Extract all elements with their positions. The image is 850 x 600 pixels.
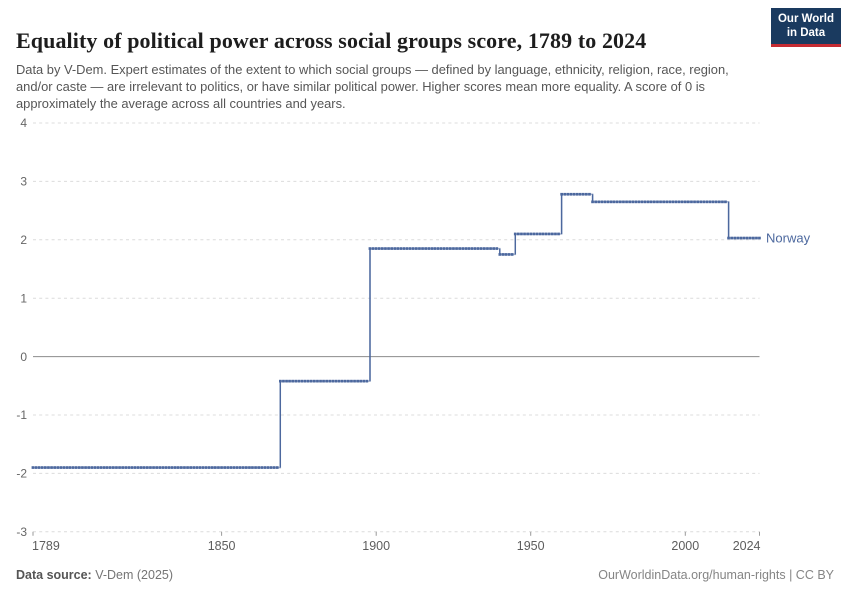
footer-link[interactable]: OurWorldinData.org/human-rights | CC BY [598, 568, 834, 582]
svg-text:1: 1 [20, 291, 27, 305]
owid-logo-line1: Our World [777, 13, 834, 25]
data-source: Data source: V-Dem (2025) [16, 568, 173, 582]
svg-text:1850: 1850 [208, 539, 236, 553]
svg-text:0: 0 [20, 350, 27, 364]
svg-text:3: 3 [20, 175, 27, 189]
svg-text:-3: -3 [16, 525, 27, 539]
data-source-label: Data source: [16, 568, 92, 582]
svg-text:1789: 1789 [32, 539, 60, 553]
page-title: Equality of political power across socia… [16, 27, 647, 53]
chart-subtitle: Data by V-Dem. Expert estimates of the e… [16, 61, 729, 112]
owid-logo[interactable]: Our World in Data [770, 8, 841, 47]
svg-text:1950: 1950 [517, 539, 545, 553]
x-axis-labels: 1789 1850 1900 1950 2000 2024 [32, 531, 761, 553]
svg-text:2: 2 [20, 233, 27, 247]
svg-text:2000: 2000 [671, 539, 699, 553]
chart-footer: Data source: V-Dem (2025) OurWorldinData… [16, 568, 834, 582]
chart-canvas[interactable]: 4 3 2 1 0 -1 -2 -3 1789 1850 1900 1950 2000 2024 Norwa… [0, 112, 850, 560]
svg-text:-1: -1 [16, 408, 27, 422]
series-line-norway [31, 192, 761, 469]
y-axis-labels: 4 3 2 1 0 -1 -2 -3 [16, 116, 27, 539]
owid-logo-line2: in Data [786, 26, 826, 39]
svg-text:1900: 1900 [362, 539, 390, 553]
entity-label-norway: Norway [766, 231, 811, 246]
svg-text:2024: 2024 [733, 539, 761, 553]
svg-text:4: 4 [20, 116, 27, 130]
gridlines [33, 122, 760, 533]
data-source-value: V-Dem (2025) [91, 568, 174, 582]
svg-text:-2: -2 [16, 467, 27, 481]
